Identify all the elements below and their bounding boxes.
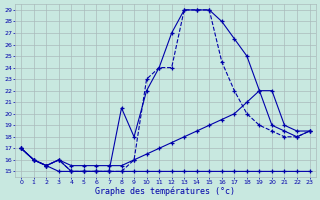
- X-axis label: Graphe des températures (°c): Graphe des températures (°c): [95, 186, 236, 196]
